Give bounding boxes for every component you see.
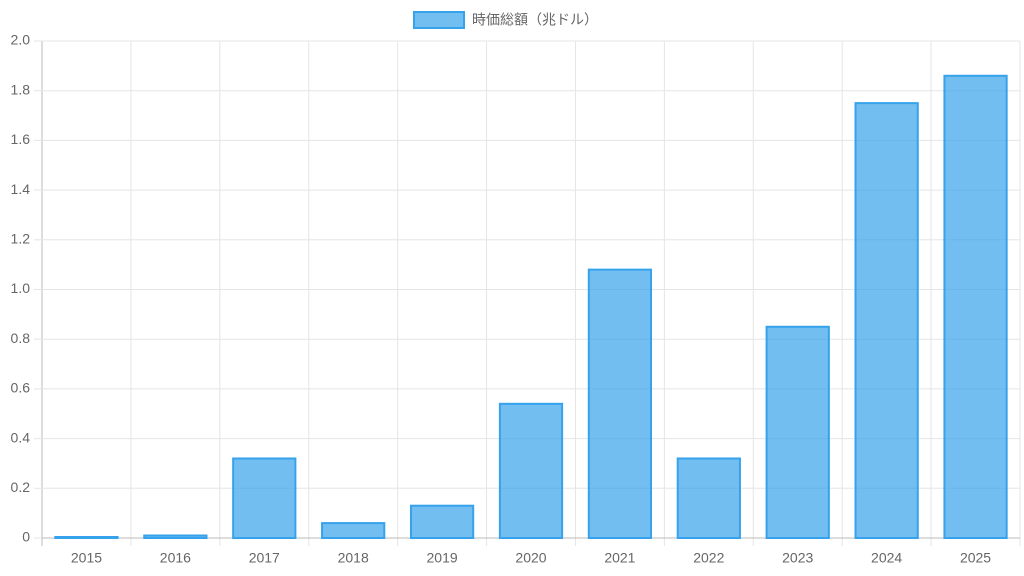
y-tick-label: 2.0 (11, 32, 31, 48)
bar (943, 74, 1008, 539)
y-tick-label: 0.2 (11, 479, 31, 495)
y-tick-label: 0.4 (11, 429, 31, 445)
bar (498, 402, 564, 539)
bar (587, 268, 653, 539)
y-tick-label: 1.0 (11, 280, 31, 296)
bar (676, 457, 741, 540)
x-tick-label: 2020 (515, 550, 546, 566)
bar (854, 102, 919, 539)
x-tick-label: 2017 (249, 550, 280, 566)
x-tick-label: 2021 (604, 550, 635, 566)
bar (232, 457, 297, 540)
x-tick-label: 2015 (71, 550, 102, 566)
legend-label[interactable]: 時価総額（兆ドル） (472, 12, 598, 28)
y-tick-label: 0.8 (11, 330, 31, 346)
y-tick-label: 0.6 (11, 380, 31, 396)
bar (54, 536, 119, 539)
y-tick-label: 1.8 (11, 81, 31, 97)
bar (765, 325, 830, 539)
bar (143, 534, 208, 540)
y-tick-label: 0 (22, 529, 30, 545)
y-tick-label: 1.6 (11, 131, 31, 147)
y-tick-label: 1.2 (11, 231, 31, 247)
y-tick-label: 1.4 (11, 181, 31, 197)
x-tick-label: 2025 (960, 550, 991, 566)
x-tick-label: 2016 (160, 550, 191, 566)
x-tick-label: 2024 (871, 550, 902, 566)
bar (409, 504, 475, 540)
x-tick-label: 2022 (693, 550, 724, 566)
x-tick-label: 2019 (427, 550, 458, 566)
bar (321, 522, 386, 540)
legend-swatch[interactable] (413, 11, 465, 29)
x-tick-label: 2023 (782, 550, 813, 566)
x-tick-label: 2018 (338, 550, 369, 566)
